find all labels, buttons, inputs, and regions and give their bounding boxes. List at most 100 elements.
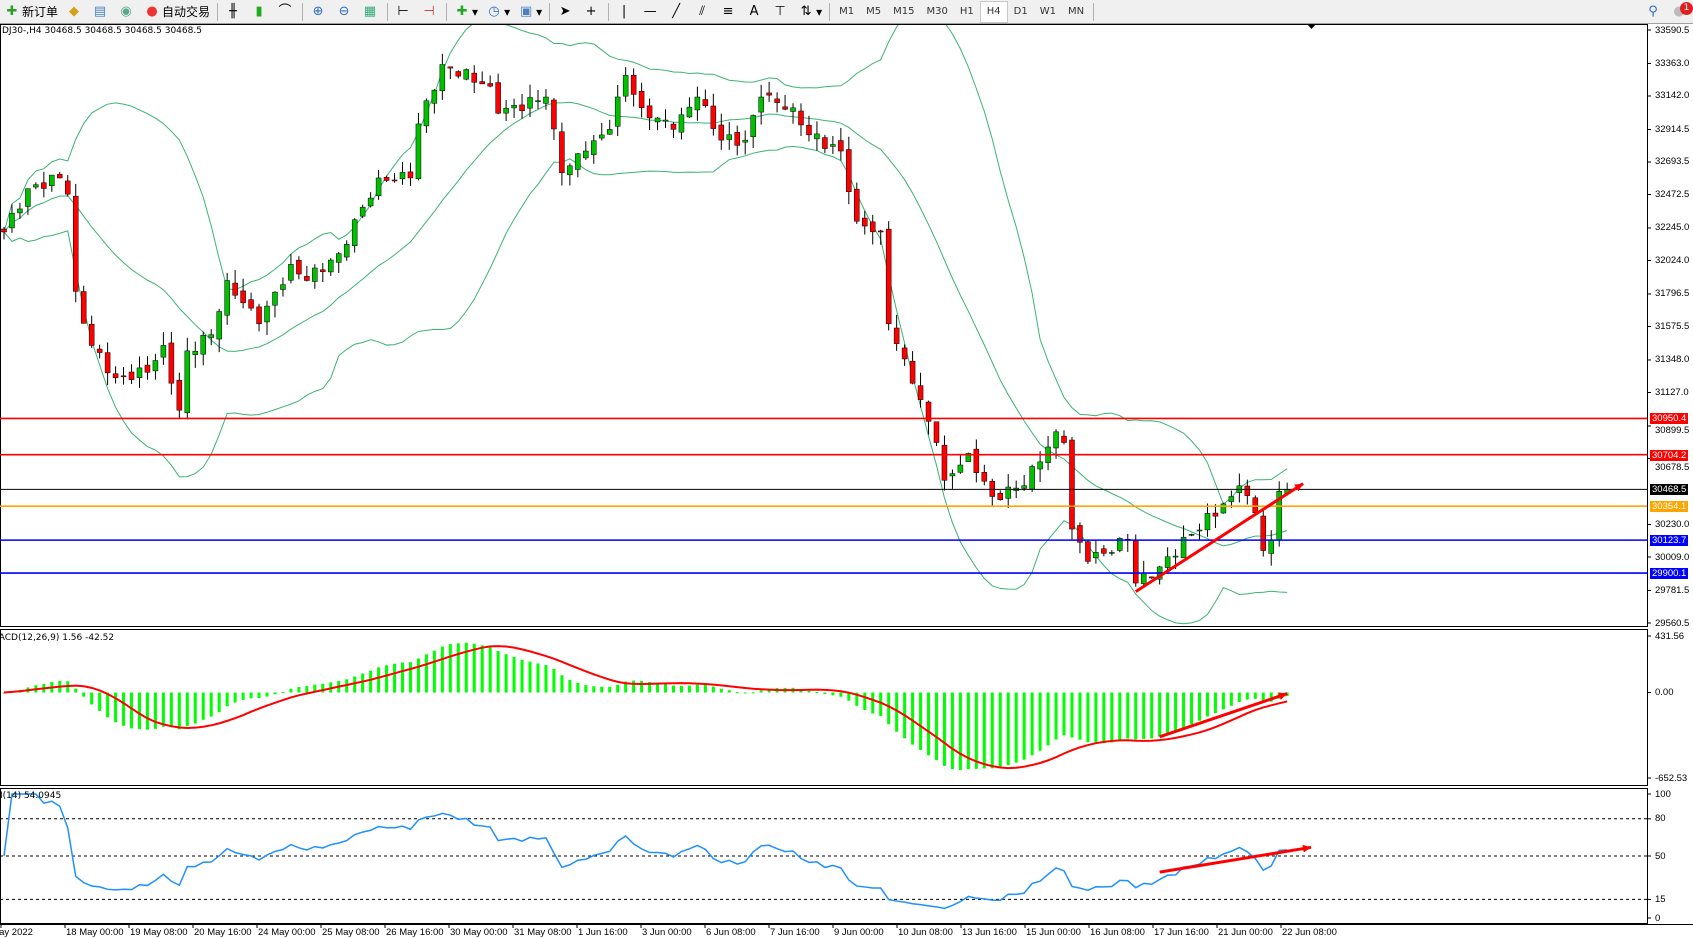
rsi-trendline-arrowhead [1302, 844, 1312, 853]
candle [343, 240, 350, 261]
candle [9, 204, 15, 233]
timeframe-m5[interactable]: M5 [866, 5, 882, 17]
candle [439, 53, 446, 100]
notifications-button[interactable]: ● 1 [1667, 1, 1693, 22]
macd-histogram-bar [807, 690, 811, 693]
divider [446, 2, 448, 21]
chevron-down-icon: ▾ [536, 4, 543, 19]
candle-body [1109, 552, 1115, 554]
candle-body [901, 347, 908, 360]
macd-histogram-bar [1062, 692, 1066, 736]
price-tick-label: 32914.5 [1655, 123, 1690, 135]
macd-histogram-bar [241, 692, 245, 701]
candle [774, 92, 780, 113]
macd-histogram-bar [385, 665, 389, 693]
candle [1244, 479, 1251, 505]
candle-body [909, 360, 916, 384]
candle [535, 89, 541, 110]
price-tick-label: 32693.5 [1655, 156, 1690, 168]
macd-histogram-bar [919, 692, 923, 751]
macd-histogram-bar [281, 692, 285, 694]
line-chart-icon: ⌒ [278, 3, 292, 19]
bar-chart-button[interactable]: ╫ [221, 1, 247, 22]
text-button[interactable]: A [742, 1, 768, 22]
macd-histogram-bar [321, 683, 325, 693]
timeframe-mn[interactable]: MN [1067, 5, 1085, 17]
candle [503, 99, 509, 122]
candle [65, 175, 71, 197]
timeframe-m15[interactable]: M15 [893, 5, 915, 17]
cursor-button[interactable]: ➤ [553, 1, 579, 22]
candle-body [200, 335, 206, 355]
timeframe-h4[interactable]: H4 [979, 0, 1008, 23]
candle-body [1244, 485, 1251, 496]
autoscroll-button[interactable]: ⊣ [417, 1, 443, 22]
candle-body [160, 345, 167, 358]
timeframe-h1[interactable]: H1 [959, 5, 974, 17]
macd-histogram-bar [1261, 692, 1265, 701]
text-label-button[interactable]: ⊤ [768, 1, 794, 22]
candle-body [1077, 525, 1083, 543]
auto-trading-button[interactable]: ● 自动交易 [140, 1, 214, 22]
horizontal-line-button[interactable]: — [638, 1, 664, 22]
candle-body [981, 472, 988, 482]
price-level-label: 30950.4 [1650, 413, 1689, 425]
arrows-button[interactable]: ⇅ ▾ [794, 1, 826, 22]
templates-button[interactable]: ▣ ▾ [514, 1, 546, 22]
candle [423, 98, 430, 133]
timeframe-d1[interactable]: D1 [1013, 5, 1028, 17]
indicators-button[interactable]: ✚ ▾ [450, 1, 482, 22]
tile-windows-button[interactable]: ▦ [358, 1, 384, 22]
candle-body [351, 219, 358, 246]
candle-body [670, 123, 677, 130]
timeframe-m1[interactable]: M1 [839, 5, 855, 17]
vertical-line-button[interactable]: | [612, 1, 638, 22]
line-chart-button[interactable]: ⌒ [273, 1, 299, 22]
chart-shift-button[interactable]: ⊢ [391, 1, 417, 22]
search-button[interactable]: ⚲ [1641, 1, 1667, 22]
horizontal-line-icon: — [643, 3, 657, 19]
candle [224, 272, 230, 325]
candle-body [949, 473, 956, 477]
new-order-button[interactable]: ✚ 新订单 [0, 1, 62, 22]
macd-histogram-bar [193, 692, 197, 724]
candle [144, 356, 151, 380]
macd-histogram-bar [536, 663, 540, 693]
timeframe-m30[interactable]: M30 [926, 5, 948, 17]
candle-body [1260, 515, 1267, 551]
candle [519, 93, 525, 119]
market-watch-button[interactable]: ▤ [88, 1, 114, 22]
macd-histogram-bar [950, 692, 954, 770]
candle-body [88, 323, 95, 346]
divider [1093, 2, 1095, 21]
macd-histogram-bar [265, 692, 269, 697]
chart-shift-marker [1307, 24, 1316, 29]
signals-button[interactable]: ◉ [114, 1, 140, 22]
time-tick-label: 15 Jun 00:00 [1026, 927, 1081, 938]
candlestick-button[interactable]: ▮ [247, 1, 273, 22]
candle-body [862, 217, 868, 227]
macd-histogram-bar [2, 692, 6, 694]
zoom-out-button[interactable]: ⊖ [332, 1, 358, 22]
macd-histogram-bar [353, 676, 357, 693]
candle-body [941, 444, 948, 481]
crosshair-button[interactable]: + [579, 1, 605, 22]
metaeditor-button[interactable]: ◆ [62, 1, 88, 22]
time-tick-label: 25 May 08:00 [322, 927, 380, 938]
candle-body [471, 72, 477, 83]
macd-histogram-bar [974, 692, 978, 769]
trendline-button[interactable]: ╱ [664, 1, 690, 22]
zoom-in-button[interactable]: ⊕ [306, 1, 332, 22]
fibonacci-button[interactable]: ≡ [716, 1, 742, 22]
candle-body [599, 134, 605, 139]
periods-icon: ◷ [488, 3, 500, 19]
periods-button[interactable]: ◷ ▾ [482, 1, 514, 22]
candle [1220, 502, 1227, 514]
macd-histogram-bar [759, 690, 763, 693]
macd-histogram-bar [1213, 692, 1217, 714]
macd-histogram-bar [584, 685, 588, 693]
macd-histogram-bar [568, 679, 572, 693]
timeframe-w1[interactable]: W1 [1039, 5, 1056, 17]
equidistant-channel-button[interactable]: ⫽ [690, 1, 716, 22]
